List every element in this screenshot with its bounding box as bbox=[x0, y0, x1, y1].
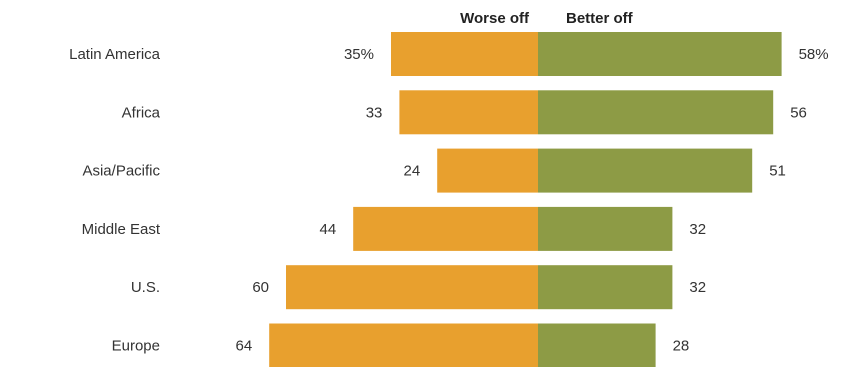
value-label-worse-off-europe: 64 bbox=[236, 338, 253, 355]
bar-better-off-europe bbox=[538, 324, 656, 367]
legend: Worse off Better off bbox=[460, 10, 634, 27]
value-label-better-off-latin-america: 58% bbox=[799, 46, 829, 63]
value-label-worse-off-u-s: 60 bbox=[252, 279, 269, 296]
row-latin-america: Latin America 35% 58% bbox=[69, 32, 829, 76]
row-africa: Africa 33 56 bbox=[122, 90, 807, 134]
value-label-better-off-africa: 56 bbox=[790, 104, 807, 121]
bar-worse-off-europe bbox=[269, 324, 538, 367]
value-label-better-off-middle-east: 32 bbox=[689, 221, 706, 238]
category-label-u-s: U.S. bbox=[131, 279, 160, 296]
value-label-better-off-europe: 28 bbox=[673, 338, 690, 355]
bar-worse-off-africa bbox=[399, 90, 538, 134]
value-label-better-off-asia-pacific: 51 bbox=[769, 163, 786, 180]
value-label-worse-off-latin-america: 35% bbox=[344, 46, 374, 63]
bar-worse-off-latin-america bbox=[391, 32, 538, 76]
bar-worse-off-u-s bbox=[286, 265, 538, 309]
bar-better-off-u-s bbox=[538, 265, 672, 309]
bar-better-off-middle-east bbox=[538, 207, 672, 251]
value-label-better-off-u-s: 32 bbox=[689, 279, 706, 296]
category-label-middle-east: Middle East bbox=[82, 221, 161, 238]
category-label-africa: Africa bbox=[122, 104, 161, 121]
legend-better-off: Better off bbox=[566, 10, 634, 27]
row-middle-east: Middle East 44 32 bbox=[82, 207, 706, 251]
chart-rows: Latin America 35% 58% Africa 33 56 Asia/Pacifi… bbox=[69, 32, 829, 367]
bar-better-off-asia-pacific bbox=[538, 149, 752, 193]
value-label-worse-off-asia-pacific: 24 bbox=[404, 163, 421, 180]
row-europe: Europe 64 28 bbox=[112, 324, 690, 367]
category-label-latin-america: Latin America bbox=[69, 46, 161, 63]
category-label-europe: Europe bbox=[112, 338, 160, 355]
row-u-s: U.S. 60 32 bbox=[131, 265, 706, 309]
category-label-asia-pacific: Asia/Pacific bbox=[82, 163, 160, 180]
legend-worse-off: Worse off bbox=[460, 10, 530, 27]
bar-better-off-africa bbox=[538, 90, 773, 134]
value-label-worse-off-middle-east: 44 bbox=[320, 221, 337, 238]
bar-better-off-latin-america bbox=[538, 32, 782, 76]
row-asia-pacific: Asia/Pacific 24 51 bbox=[82, 149, 785, 193]
bar-worse-off-middle-east bbox=[353, 207, 538, 251]
value-label-worse-off-africa: 33 bbox=[366, 104, 383, 121]
bar-worse-off-asia-pacific bbox=[437, 149, 538, 193]
